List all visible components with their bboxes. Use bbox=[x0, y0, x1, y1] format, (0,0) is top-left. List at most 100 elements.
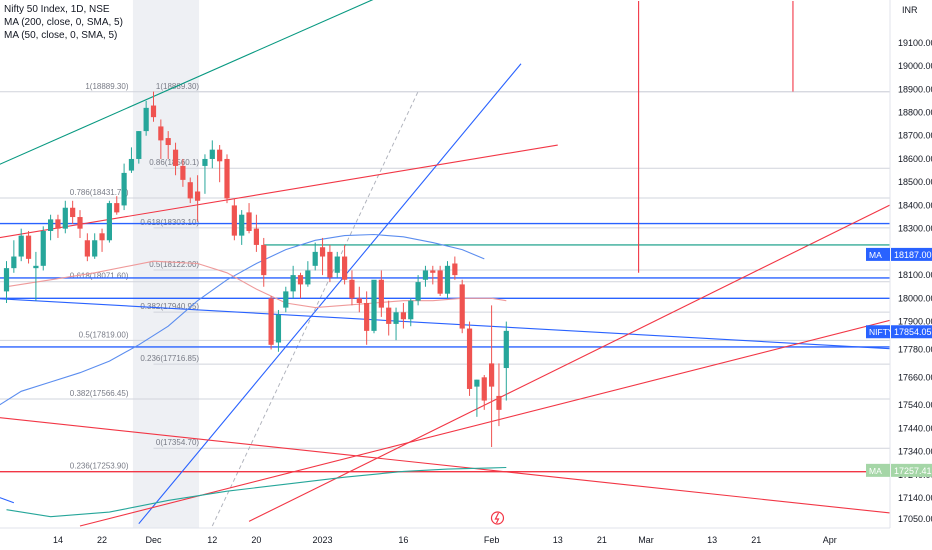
candle-body bbox=[452, 263, 458, 276]
time-tick-label: Mar bbox=[638, 535, 654, 545]
candle-body bbox=[246, 212, 252, 231]
price-tick-label: 18700.00 bbox=[898, 131, 932, 141]
fib-label: 0.786(18431.70) bbox=[70, 188, 129, 197]
candle-body bbox=[48, 219, 54, 231]
candle bbox=[378, 270, 384, 317]
candle bbox=[209, 140, 215, 169]
fib-label: 1(18889.30) bbox=[85, 82, 128, 91]
candle-body bbox=[187, 182, 193, 199]
fib-label: 0.382(17566.45) bbox=[70, 389, 129, 398]
candle-body bbox=[239, 214, 245, 236]
candle-body bbox=[481, 377, 487, 401]
fib2-label: 0(17354.70) bbox=[156, 438, 199, 447]
candle bbox=[268, 296, 274, 350]
legend-symbol[interactable]: Nifty 50 Index, 1D, NSE bbox=[4, 4, 110, 15]
candle bbox=[99, 228, 105, 252]
price-tick-label: 17440.00 bbox=[898, 423, 932, 433]
candle bbox=[312, 242, 318, 271]
candle-body bbox=[386, 307, 392, 324]
candle-body bbox=[40, 230, 46, 266]
candle bbox=[114, 196, 120, 215]
last-price-tag: NIFTY 17854.05 bbox=[866, 325, 932, 339]
trend-line bbox=[0, 417, 890, 514]
trend-line bbox=[248, 204, 890, 522]
price-tick-label: 18100.00 bbox=[898, 270, 932, 280]
candle bbox=[202, 154, 208, 194]
candle bbox=[305, 261, 311, 287]
legend: Nifty 50 Index, 1D, NSE MA (200, close, … bbox=[4, 3, 123, 42]
candle bbox=[290, 265, 296, 299]
ma-price-tag-value: 18187.00 bbox=[894, 250, 932, 260]
ma-line-short bbox=[6, 260, 507, 309]
lightning-icon bbox=[494, 512, 500, 524]
candle bbox=[136, 131, 142, 164]
candle-body bbox=[158, 126, 164, 141]
time-tick-label: 2023 bbox=[313, 535, 333, 545]
legend-ma200[interactable]: MA (200, close, 0, SMA, 5) bbox=[4, 17, 123, 28]
candle-body bbox=[3, 268, 10, 292]
candle-body bbox=[312, 251, 318, 266]
legend-ma50[interactable]: MA (50, close, 0, SMA, 5) bbox=[4, 30, 118, 41]
candle bbox=[297, 272, 304, 299]
candle bbox=[106, 200, 112, 243]
candle-body bbox=[165, 138, 171, 146]
last-price-tag-label: NIFTY bbox=[869, 327, 894, 337]
candle-body bbox=[143, 107, 149, 132]
candle-body bbox=[466, 328, 473, 389]
candle-body bbox=[297, 275, 304, 285]
candle-body bbox=[430, 270, 436, 273]
candle bbox=[217, 145, 223, 183]
price-tick-label: 17660.00 bbox=[898, 372, 932, 382]
dashed-trend-line bbox=[211, 91, 419, 527]
ma-price-tag-label-bg bbox=[866, 247, 890, 261]
candle-body bbox=[172, 149, 179, 166]
candle-body bbox=[70, 207, 76, 218]
candle-body bbox=[106, 203, 112, 241]
time-tick-label: Apr bbox=[823, 535, 837, 545]
time-axis: 14 22 Dec 12 20 2023 16 Feb 13 21 Mar 13 21 Apr bbox=[0, 527, 932, 550]
candle-body bbox=[356, 298, 362, 303]
candle-body bbox=[231, 205, 237, 236]
candle bbox=[342, 244, 348, 285]
last-price-tag-label-bg bbox=[866, 325, 890, 339]
price-tick-label: 17340.00 bbox=[898, 447, 932, 457]
trend-line bbox=[0, 298, 890, 350]
time-axis-bg bbox=[0, 528, 932, 550]
candle-body bbox=[496, 395, 502, 410]
candle bbox=[11, 240, 17, 273]
candle-body bbox=[55, 219, 61, 229]
candle bbox=[503, 321, 509, 401]
time-tick-label: 12 bbox=[207, 535, 217, 545]
candle-body bbox=[474, 379, 480, 387]
candle bbox=[84, 233, 90, 262]
candle bbox=[239, 210, 245, 245]
candle bbox=[459, 279, 465, 334]
time-tick-label: 13 bbox=[707, 535, 717, 545]
candle-body bbox=[62, 207, 68, 229]
candle-body bbox=[503, 330, 509, 369]
time-tick-label: 13 bbox=[553, 535, 563, 545]
candle bbox=[349, 270, 355, 306]
ma-long-price-tag-label-bg bbox=[866, 463, 890, 477]
candle-body bbox=[18, 235, 24, 257]
time-tick-label: Feb bbox=[484, 535, 500, 545]
candle bbox=[283, 286, 289, 313]
candle bbox=[334, 251, 340, 278]
price-tick-label: 18800.00 bbox=[898, 108, 932, 118]
candle-body bbox=[342, 256, 348, 280]
candle-body bbox=[209, 149, 215, 159]
candle bbox=[422, 265, 429, 287]
fib2-label: 0.236(17716.85) bbox=[140, 354, 199, 363]
trend-line bbox=[138, 63, 522, 525]
candle bbox=[466, 321, 473, 396]
candle bbox=[481, 375, 487, 410]
price-tick-label: 18600.00 bbox=[898, 154, 932, 164]
candle bbox=[62, 200, 68, 234]
price-axis: INR17050.0017140.0017240.0017340.0017440… bbox=[866, 0, 932, 550]
price-tick-label: 17140.00 bbox=[898, 493, 932, 503]
candle-body bbox=[378, 279, 384, 308]
price-tick-label: 19100.00 bbox=[898, 38, 932, 48]
candle-body bbox=[393, 312, 399, 324]
